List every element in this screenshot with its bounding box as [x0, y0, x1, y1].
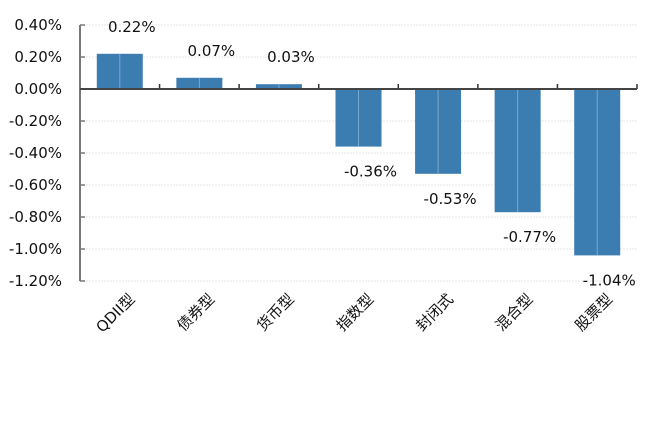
x-tick-label: QDII型 [92, 290, 138, 336]
x-tick-labels: QDII型 债券型 货币型 指数型 封闭式 混合型 股票型 [92, 290, 616, 336]
data-label: 0.22% [108, 18, 156, 36]
bars [96, 53, 621, 256]
y-tick-label: 0.00% [14, 80, 62, 98]
data-labels: 0.22% 0.07% 0.03% -0.36% -0.53% -0.77% -1.04% [108, 18, 636, 290]
x-tick-label: 股票型 [571, 290, 616, 335]
data-label: 0.07% [188, 42, 236, 60]
y-tick-label: -0.80% [9, 208, 62, 226]
y-tick-label: 0.20% [14, 48, 62, 66]
data-label: -0.36% [344, 163, 397, 181]
x-tick-label: 封闭式 [412, 290, 457, 335]
x-tick-label: 指数型 [333, 290, 378, 335]
data-label: -0.53% [424, 190, 477, 208]
data-label: -0.77% [503, 228, 556, 246]
data-label: 0.03% [267, 48, 315, 66]
data-label: -1.04% [583, 271, 636, 289]
y-tick-labels: 0.40% 0.20% 0.00% -0.20% -0.40% -0.60% -0.80% -… [9, 16, 62, 290]
x-tick-label: 债券型 [174, 290, 219, 335]
y-tick-label: -0.60% [9, 176, 62, 194]
x-tick-label: 混合型 [492, 290, 537, 335]
axes [79, 24, 638, 282]
y-tick-label: -1.20% [9, 272, 62, 290]
y-tick-label: -0.40% [9, 144, 62, 162]
y-tick-label: -0.20% [9, 112, 62, 130]
y-tick-label: -1.00% [9, 240, 62, 258]
x-tick-label: 货币型 [253, 290, 298, 335]
y-tick-label: 0.40% [14, 16, 62, 34]
